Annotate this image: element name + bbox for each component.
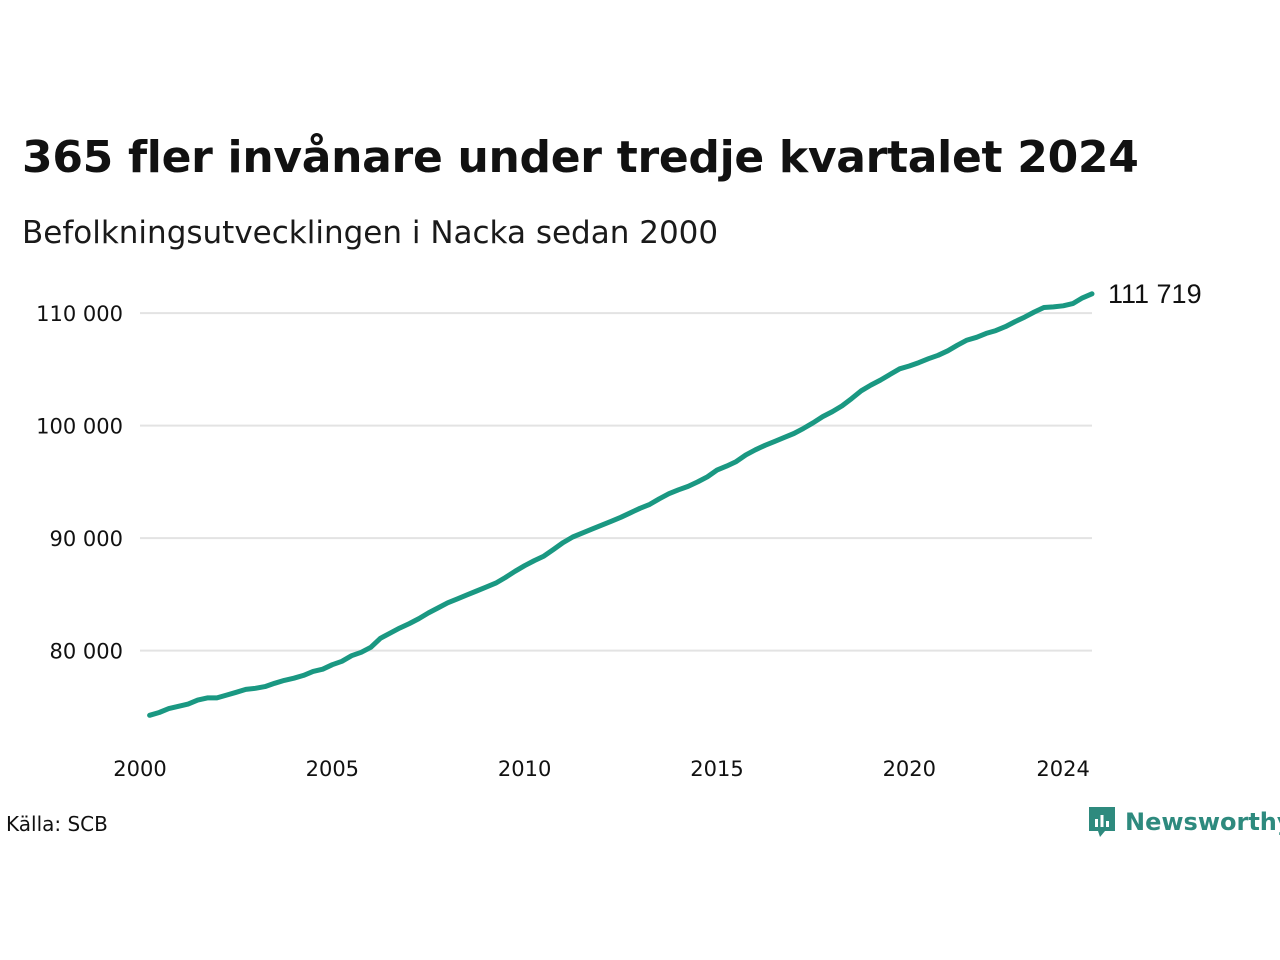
x-tick-label: 2020 — [883, 757, 936, 781]
y-tick-label: 110 000 — [36, 302, 123, 326]
y-tick-label: 90 000 — [50, 527, 123, 551]
brand-name: Newsworthy — [1125, 808, 1280, 836]
newsworthy-logo-icon — [1089, 807, 1115, 837]
y-axis-tick-labels: 80 000 90 000 100 000 110 000 — [36, 302, 123, 664]
x-tick-label: 2010 — [498, 757, 551, 781]
population-line — [147, 291, 1095, 718]
gridlines — [140, 312, 1092, 652]
x-tick-label: 2000 — [113, 757, 166, 781]
x-tick-label: 2005 — [306, 757, 359, 781]
brand-logo: Newsworthy — [1087, 805, 1280, 839]
x-tick-label: 2015 — [690, 757, 743, 781]
x-axis-tick-labels: 2000 2005 2010 2015 2020 2024 — [113, 757, 1090, 781]
y-tick-label: 100 000 — [36, 415, 123, 439]
chart-title: 365 fler invånare under tredje kvartalet… — [22, 132, 1139, 183]
y-tick-label: 80 000 — [50, 640, 123, 664]
chart-subtitle: Befolkningsutvecklingen i Nacka sedan 20… — [22, 215, 719, 251]
source-label: Källa: SCB — [6, 812, 108, 836]
end-value-label: 111 719 — [1108, 279, 1202, 309]
x-tick-label: 2024 — [1036, 757, 1089, 781]
